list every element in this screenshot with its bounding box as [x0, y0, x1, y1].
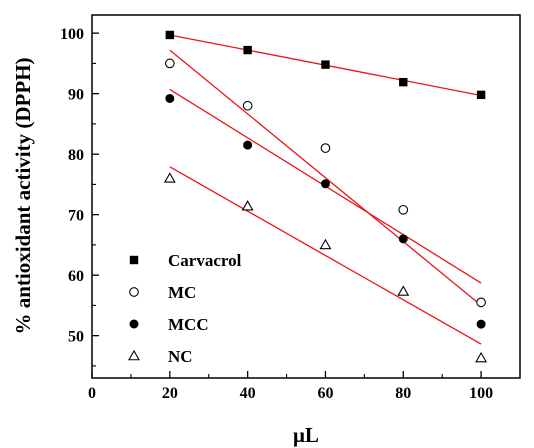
legend-marker-carvacrol — [129, 255, 139, 265]
y-tick-label: 50 — [68, 329, 84, 346]
point-mcc — [476, 319, 486, 329]
y-tick-label: 80 — [68, 147, 84, 164]
x-tick-label: 0 — [88, 385, 96, 402]
fit-lines — [169, 34, 482, 345]
legend: Carvacrol MC MCC NC — [128, 251, 242, 366]
x-tick-label: 20 — [162, 385, 178, 402]
x-axis-title: μL — [293, 423, 319, 447]
point-nc — [397, 285, 410, 296]
point-carvacrol — [165, 30, 175, 40]
point-mc — [320, 143, 331, 153]
axis-ticks: 0 20 40 60 80 100 50 60 70 80 90 100 — [60, 26, 493, 402]
point-nc — [241, 200, 254, 211]
point-mcc — [320, 179, 330, 189]
legend-label-mcc: MCC — [168, 315, 209, 334]
data-points — [163, 30, 488, 363]
legend-label-carvacrol: Carvacrol — [168, 251, 242, 270]
x-tick-label: 60 — [317, 385, 333, 402]
y-tick-label: 70 — [68, 208, 84, 225]
point-mcc — [165, 93, 175, 103]
y-tick-label: 100 — [60, 26, 84, 43]
legend-marker-nc — [128, 349, 140, 361]
y-tick-label: 90 — [68, 87, 84, 104]
point-mcc — [398, 234, 408, 244]
point-mc — [476, 297, 486, 308]
y-axis-title: % antioxidant activity (DPPH) — [11, 57, 35, 334]
point-carvacrol — [243, 45, 252, 55]
fit-line-nc — [169, 166, 482, 345]
plot-frame — [91, 14, 521, 379]
point-nc — [319, 238, 332, 250]
legend-marker-mcc — [129, 319, 139, 329]
fit-line-mc — [169, 49, 482, 306]
legend-label-mc: MC — [168, 283, 196, 302]
point-mcc — [243, 140, 253, 150]
x-tick-label: 80 — [395, 385, 411, 402]
point-carvacrol — [321, 60, 330, 69]
legend-label-nc: NC — [168, 347, 193, 366]
point-carvacrol — [399, 77, 408, 87]
y-tick-label: 60 — [68, 268, 84, 285]
point-nc — [475, 351, 488, 363]
point-carvacrol — [476, 90, 486, 100]
point-mc — [242, 100, 253, 111]
point-nc — [163, 172, 176, 183]
point-mc — [164, 58, 175, 69]
point-mc — [398, 204, 409, 215]
x-tick-label: 100 — [469, 385, 493, 402]
plot-area-border — [91, 14, 521, 379]
x-tick-label: 40 — [240, 385, 256, 402]
legend-marker-mc — [129, 287, 139, 297]
